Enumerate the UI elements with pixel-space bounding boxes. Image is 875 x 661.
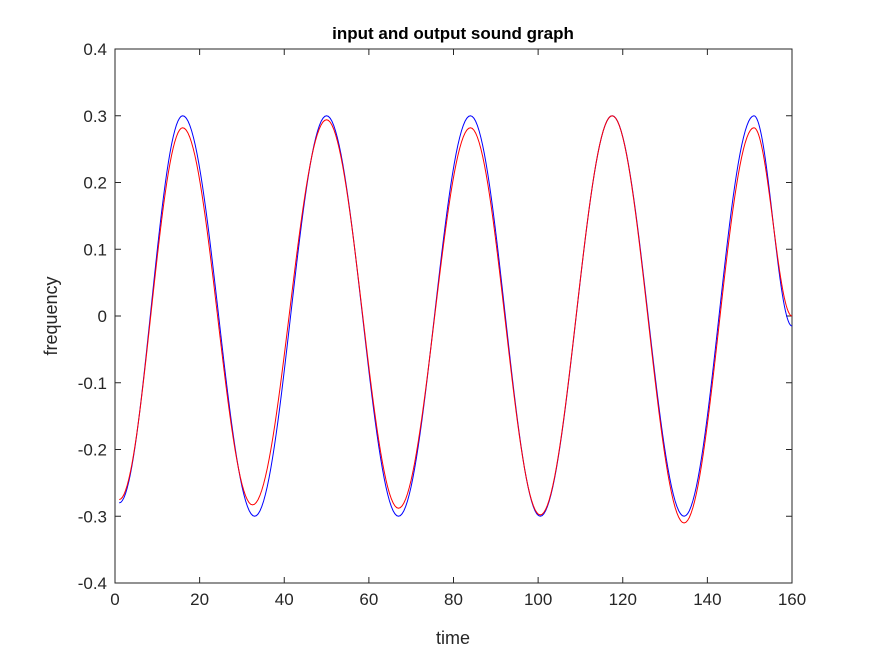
x-tick-label: 0	[110, 590, 119, 609]
y-tick-label: -0.3	[78, 507, 107, 526]
y-tick-label: 0.3	[83, 107, 107, 126]
y-tick-label: -0.4	[78, 574, 107, 593]
x-tick-label: 100	[524, 590, 552, 609]
y-tick-label: 0.2	[83, 174, 107, 193]
y-tick-label: -0.1	[78, 374, 107, 393]
x-tick-label: 160	[778, 590, 806, 609]
x-tick-label: 40	[275, 590, 294, 609]
y-tick-label: -0.2	[78, 441, 107, 460]
series-line-2	[119, 115, 793, 524]
series-line-1	[119, 115, 793, 517]
x-axis-label: time	[436, 628, 470, 648]
y-tick-label: 0	[98, 307, 107, 326]
x-tick-label: 120	[609, 590, 637, 609]
x-tick-label: 80	[444, 590, 463, 609]
x-tick-label: 140	[693, 590, 721, 609]
y-tick-label: 0.4	[83, 40, 107, 59]
chart-title: input and output sound graph	[332, 24, 574, 43]
x-tick-label: 20	[190, 590, 209, 609]
plot-area	[114, 48, 793, 584]
y-tick-label: 0.1	[83, 240, 107, 259]
y-axis-label: frequency	[41, 276, 61, 355]
x-tick-label: 60	[359, 590, 378, 609]
